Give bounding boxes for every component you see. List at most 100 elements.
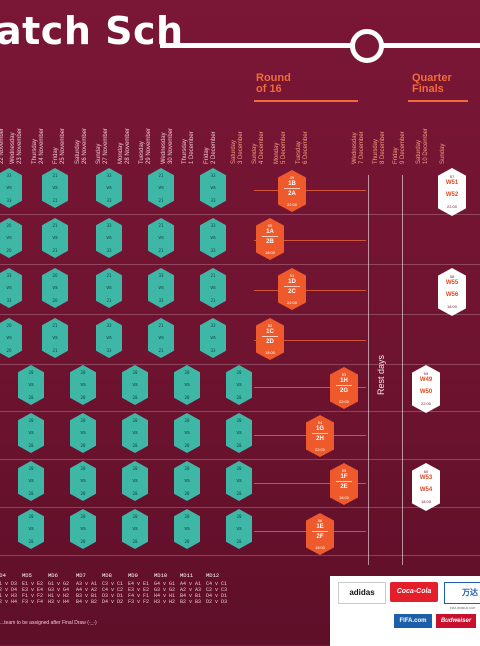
match-number: 28	[80, 466, 86, 471]
date-weekday: Wednesday	[10, 132, 16, 164]
match-number: 28	[184, 514, 190, 519]
group-match-hex: 28 vs 28	[122, 461, 148, 501]
match-number: 21	[52, 173, 58, 178]
date-label: Sunday 27 November	[96, 128, 110, 164]
stage-quarter-finals: Quarter Finals	[412, 73, 452, 95]
match-number: 33	[6, 273, 12, 278]
ko-time: 18:00	[264, 250, 275, 255]
ko-team-a: 1C	[266, 329, 274, 335]
matchday-fixture: E1 v E2	[22, 581, 44, 587]
qf-team-b: W56	[445, 292, 459, 298]
match-number: 28	[236, 514, 242, 519]
match-vs: vs	[132, 526, 138, 532]
date-header: Wednesday 30 November	[161, 108, 181, 164]
match-time: 28	[28, 491, 34, 496]
matchday-label: MD11	[180, 572, 194, 579]
date-label: Tuesday 29 November	[139, 128, 153, 164]
date-header: Sunday	[440, 108, 460, 164]
matchday-fixture: B4 v B2	[76, 599, 98, 605]
date-header: Thursday 8 December	[373, 108, 393, 164]
match-number: 33	[210, 323, 216, 328]
stage-round-of-16: Round of 16	[256, 73, 291, 95]
round-of-16-match: 50 1A 2B 18:00	[256, 218, 284, 260]
matchday-fixture: G4 v G1	[154, 581, 176, 587]
date-label: Thursday 1 December	[182, 131, 196, 164]
group-match-hex: 33 vs 33	[0, 268, 22, 308]
date-header: Thursday 1 December	[182, 108, 202, 164]
match-vs: vs	[132, 430, 138, 436]
match-vs: vs	[132, 478, 138, 484]
group-match-hex: 28 vs 28	[18, 509, 44, 549]
match-number: 28	[28, 418, 34, 423]
row-divider	[0, 555, 480, 556]
qf-team-a: W55	[445, 280, 459, 286]
row-divider	[0, 364, 480, 365]
matchday-label: MD9	[128, 572, 138, 579]
group-match-hex: 33 vs 33	[96, 218, 122, 258]
match-number: 33	[106, 323, 112, 328]
ko-team-b: 2A	[288, 191, 296, 197]
match-time: 33	[106, 348, 112, 353]
matchday-column: MD4 D1 v D3D2 v D4H1 v H3H2 v H4	[0, 572, 17, 605]
group-match-hex: 21 vs 21	[148, 168, 174, 208]
round-of-16-match: 51 1D 2C 22:00	[278, 268, 306, 310]
round-of-16-match: 49 1B 2A 22:00	[278, 170, 306, 212]
matchday-fixture: B4 v B1	[180, 593, 202, 599]
match-number: 33	[6, 173, 12, 178]
quarter-final-match: 60 W53 W54 18:00	[412, 463, 440, 511]
match-time: 28	[80, 443, 86, 448]
matchday-fixture: B3 v B1	[76, 593, 98, 599]
stage-quarter-line1: Quarter	[412, 72, 452, 84]
match-vs: vs	[52, 235, 58, 241]
date-day: 27 November	[103, 127, 109, 164]
date-label: Wednesday 7 December	[352, 131, 366, 164]
match-time: 28	[28, 539, 34, 544]
match-time: 28	[80, 539, 86, 544]
match-time: 28	[80, 395, 86, 400]
matchday-column: MD12 C4 v C1 C2 v C3 D4 v D1 D2 v D3	[206, 572, 227, 605]
ko-match-number: 51	[289, 273, 295, 278]
qf-team-b: W52	[445, 192, 459, 198]
date-weekday: Thursday	[182, 138, 188, 164]
ko-team-a: 1B	[288, 181, 296, 187]
match-vs: vs	[236, 526, 242, 532]
date-day: 2 December	[211, 131, 217, 164]
match-vs: vs	[106, 235, 112, 241]
date-day: 4 December	[259, 131, 265, 164]
match-number: 21	[106, 273, 112, 278]
date-label: Friday 2 December	[204, 131, 218, 164]
date-header: Thursday 24 November	[32, 108, 52, 164]
group-match-hex: 28 vs 28	[70, 461, 96, 501]
ko-team-b: 2H	[316, 436, 324, 442]
match-vs: vs	[158, 185, 164, 191]
rest-divider-right	[402, 175, 403, 565]
date-day: 3 December	[238, 131, 244, 164]
ko-team-b: 2D	[266, 339, 274, 345]
matchday-label: MD4	[0, 572, 6, 579]
date-header: Monday 5 December	[274, 108, 294, 164]
date-weekday: Thursday	[373, 138, 379, 164]
matchday-fixture: E3 v E2	[128, 587, 150, 593]
matchday-label: MD8	[102, 572, 112, 579]
matchday-column: MD10 G4 v G1 G3 v G2 H4 v H1 H3 v H2	[154, 572, 175, 605]
match-time: 28	[28, 395, 34, 400]
row-divider	[0, 214, 480, 215]
group-match-hex: 28 vs 28	[174, 365, 200, 405]
group-match-hex: 28 vs 28	[226, 365, 252, 405]
rest-divider-left	[368, 175, 369, 565]
match-time: 21	[106, 298, 112, 303]
ko-team-b: 2G	[339, 388, 348, 394]
qf-team-b: W50	[419, 389, 433, 395]
match-time: 28	[132, 443, 138, 448]
matchday-fixture: D4 v D1	[206, 593, 228, 599]
date-header: Tuesday 29 November	[139, 108, 159, 164]
match-time: 28	[184, 539, 190, 544]
matchday-fixture: D1 v D3	[0, 581, 18, 587]
match-time: 28	[80, 491, 86, 496]
match-time: 21	[158, 248, 164, 253]
match-time: 21	[52, 348, 58, 353]
match-number: 21	[210, 273, 216, 278]
match-time: 28	[132, 539, 138, 544]
date-weekday: Monday	[274, 142, 280, 164]
match-vs: vs	[210, 235, 216, 241]
